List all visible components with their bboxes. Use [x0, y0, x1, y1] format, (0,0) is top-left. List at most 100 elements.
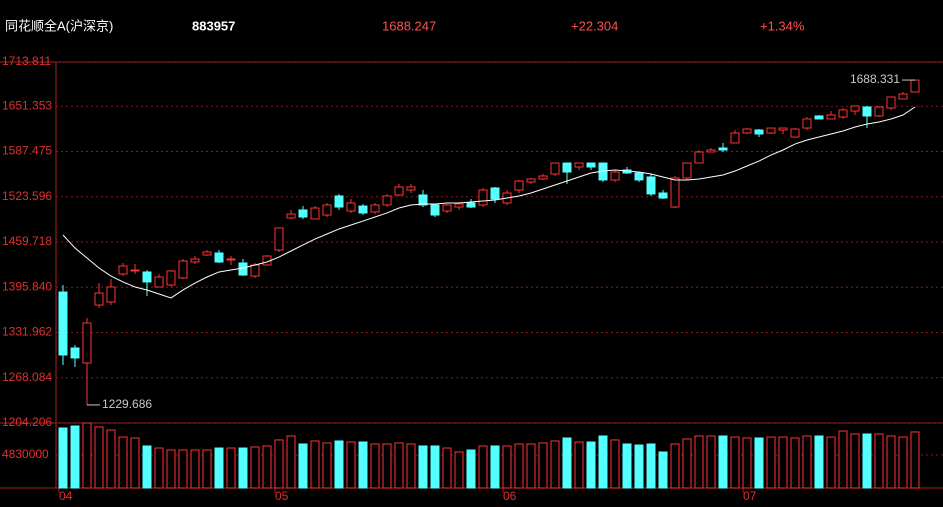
volume-bar — [514, 443, 524, 489]
volume-bar — [586, 441, 596, 489]
candle-body — [778, 127, 788, 131]
candle-body — [610, 171, 620, 181]
candle-body — [802, 118, 812, 129]
volume-bar — [478, 445, 488, 489]
candle-body — [706, 149, 716, 153]
candle-body — [130, 269, 140, 272]
volume-bar — [766, 436, 776, 489]
volume-bar — [778, 436, 788, 489]
volume-bar — [178, 449, 188, 489]
volume-bar — [682, 438, 692, 489]
candle-body — [394, 186, 404, 196]
candle-body — [538, 175, 548, 180]
volume-tick-label: 4830000 — [2, 447, 49, 461]
volume-bar — [862, 433, 872, 489]
candle-body — [514, 180, 524, 191]
volume-bar — [406, 443, 416, 489]
volume-bar — [382, 443, 392, 489]
candle-body — [238, 262, 248, 276]
volume-bar — [82, 422, 92, 489]
candle-body — [250, 264, 260, 277]
candle-body — [70, 347, 80, 359]
candle-body — [490, 187, 500, 200]
candle-body — [118, 265, 128, 275]
volume-bar — [118, 436, 128, 489]
volume-bar — [490, 445, 500, 489]
candle-body — [370, 204, 380, 213]
candle-body — [286, 213, 296, 219]
volume-bar — [622, 443, 632, 489]
candle-body — [106, 286, 116, 303]
volume-bar — [70, 425, 80, 489]
volume-bar — [214, 447, 224, 489]
candle-body — [274, 227, 284, 251]
y-tick-label: 1651.353 — [2, 98, 52, 112]
volume-bar — [370, 443, 380, 489]
volume-bar — [706, 435, 716, 489]
candle-body — [790, 128, 800, 138]
candle-body — [730, 132, 740, 144]
volume-bar — [286, 435, 296, 489]
y-tick-label: 1268.084 — [2, 370, 52, 384]
volume-bar — [802, 435, 812, 489]
volume-bar — [598, 435, 608, 489]
volume-bar — [238, 447, 248, 489]
volume-bar — [898, 436, 908, 489]
candle-body — [322, 204, 332, 216]
candle-body — [382, 195, 392, 206]
candle-body — [658, 192, 668, 199]
volume-bar — [94, 426, 104, 489]
volume-bar — [466, 449, 476, 489]
min-label: 1229.686 — [102, 397, 152, 411]
candle-body — [574, 162, 584, 168]
volume-bar — [454, 451, 464, 489]
candle-body — [670, 177, 680, 208]
volume-bar — [322, 442, 332, 489]
candle-body — [742, 128, 752, 134]
chart-title: 同花顺全A(沪深京) — [5, 18, 113, 33]
volume-bar — [790, 437, 800, 489]
candle-body — [190, 258, 200, 263]
volume-bar — [838, 430, 848, 489]
candle-body — [874, 106, 884, 117]
candle-body — [826, 114, 836, 120]
x-tick-label: 06 — [503, 489, 517, 503]
volume-bar — [334, 440, 344, 489]
candle-body — [898, 93, 908, 100]
candle-body — [142, 271, 152, 283]
candle-body — [442, 204, 452, 212]
volume-bar — [874, 433, 884, 489]
candle-body — [82, 322, 92, 364]
volume-bar — [190, 449, 200, 489]
volume-bar — [754, 437, 764, 489]
candle-body — [850, 105, 860, 112]
y-tick-label: 1459.718 — [2, 234, 52, 248]
candle-body — [766, 127, 776, 134]
volume-bar — [346, 441, 356, 489]
volume-bar — [418, 445, 428, 489]
volume-bar — [670, 443, 680, 489]
index-code: 883957 — [192, 18, 235, 33]
candle-body — [814, 115, 824, 120]
volume-bar — [274, 439, 284, 489]
y-tick-label: 1713.811 — [2, 54, 51, 68]
volume-bar — [310, 440, 320, 489]
candle-body — [646, 176, 656, 195]
candle-body — [298, 209, 308, 218]
x-tick-label: 07 — [743, 489, 757, 503]
candle-body — [166, 270, 176, 286]
candle-body — [586, 162, 596, 168]
candle-body — [346, 202, 356, 212]
volume-bar — [154, 447, 164, 489]
volume-bar — [538, 442, 548, 489]
volume-bar — [562, 437, 572, 489]
volume-bar — [142, 445, 152, 489]
max-label: 1688.331 — [850, 72, 900, 86]
y-tick-label: 1331.962 — [2, 325, 52, 339]
y-tick-label: 1395.840 — [2, 279, 52, 293]
candle-body — [454, 203, 464, 208]
candle-body — [550, 162, 560, 175]
volume-bar — [718, 435, 728, 489]
